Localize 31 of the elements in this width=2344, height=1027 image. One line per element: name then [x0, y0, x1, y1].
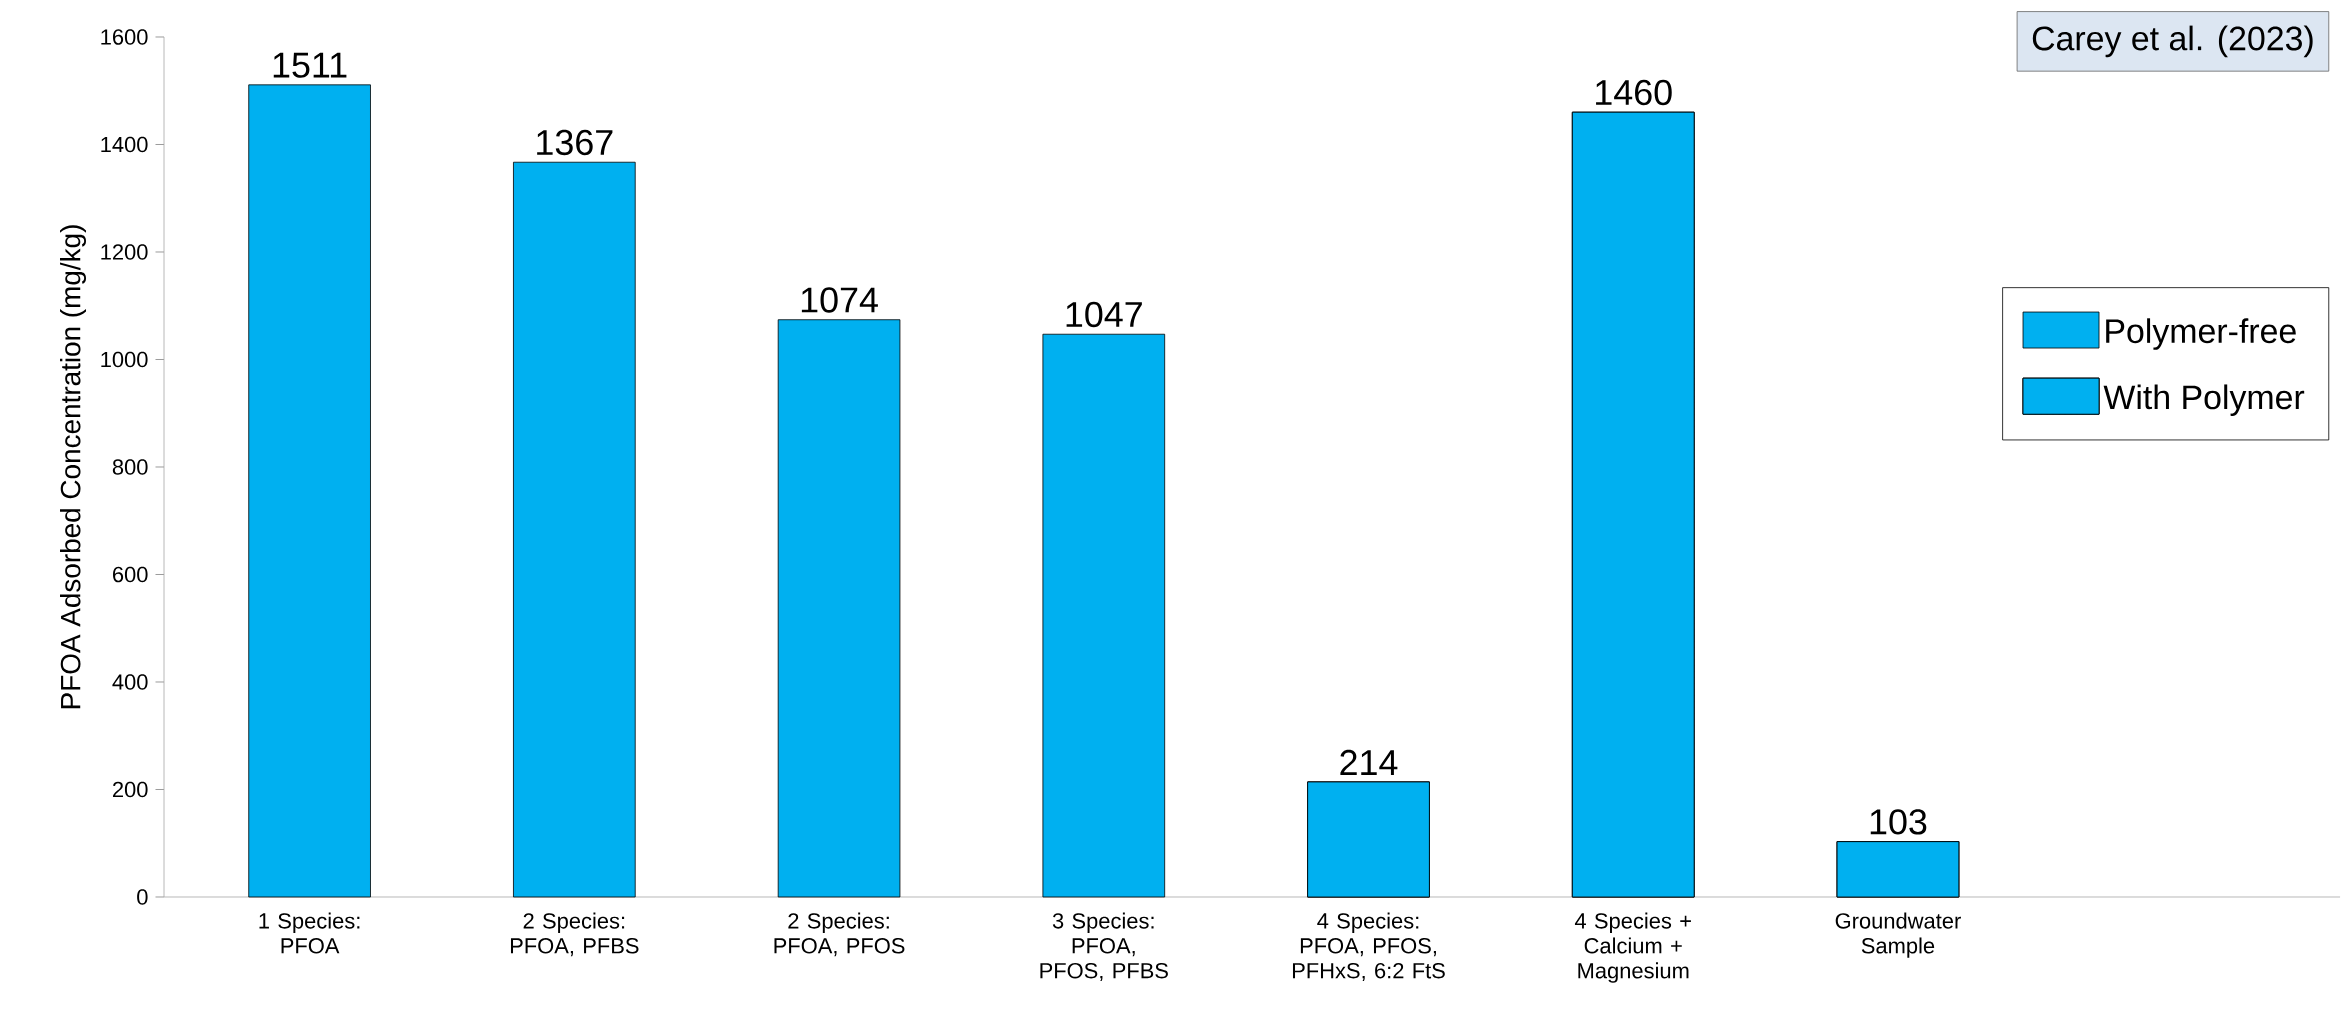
data-label: 1367	[537, 129, 613, 156]
x-tick-label: 1 Species: PFOA	[259, 912, 360, 954]
y-tick-label: 1000	[101, 351, 148, 368]
data-label: 1460	[1596, 79, 1672, 106]
data-label: 1511	[273, 52, 347, 78]
x-tick-label: Groundwater Sample	[1835, 912, 1961, 958]
y-tick-label: 1400	[101, 136, 148, 153]
bar	[777, 319, 901, 898]
y-tick-label: 400	[112, 674, 148, 690]
x-tick-label: 2 Species: PFOA, PFOS	[774, 912, 905, 957]
x-tick-label: 4 Species: PFOA, PFOS, PFHxS, 6:2 FtS	[1292, 912, 1445, 982]
data-label: 1074	[801, 287, 878, 313]
y-tick-label: 1200	[101, 244, 148, 260]
x-tick-label: 3 Species: PFOA, PFOS, PFBS	[1040, 912, 1168, 982]
y-tick-label: 1600	[101, 29, 148, 45]
y-tick-label: 600	[113, 566, 148, 583]
data-label: 214	[1340, 749, 1398, 775]
bar	[1042, 333, 1166, 898]
x-tick-label: 4 Species + Calcium + Magnesium	[1574, 912, 1691, 983]
y-tick-label: 800	[112, 459, 148, 475]
data-label: 103	[1870, 809, 1927, 835]
legend-label: Polymer-free	[2106, 318, 2296, 350]
bar	[513, 161, 636, 898]
x-tick-label: 2 Species: PFOA, PFBS	[510, 912, 639, 957]
y-tick-label: 200	[112, 781, 148, 798]
text: Carey et al. (2023)	[2032, 25, 2313, 58]
legend-label: With Polymer	[2103, 384, 2305, 417]
y-axis-title: PFOA Adsorbed Concentration (mg/kg)	[60, 225, 87, 709]
y-tick-label: 0	[137, 889, 148, 905]
bar	[248, 84, 371, 898]
data-label: 1047	[1066, 301, 1142, 328]
